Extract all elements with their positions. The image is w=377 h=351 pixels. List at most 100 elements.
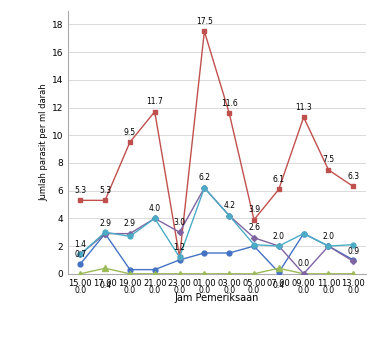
Text: 0.0: 0.0 [74,286,86,295]
Text: 6.1: 6.1 [273,175,285,184]
Subyek III [277,266,281,270]
Rata-rata [301,232,306,236]
Subyek III [351,272,356,276]
Text: 1.4: 1.4 [74,240,86,249]
Subyek II [351,184,356,188]
Subyek II [152,110,157,114]
Subyek I [152,267,157,272]
Rata-rata [78,252,83,257]
Subyek I [326,244,331,248]
Subyek I [78,262,83,266]
Text: 2.6: 2.6 [248,223,260,232]
Subyek IV [78,252,83,257]
Subyek II [301,115,306,119]
Subyek III [152,272,157,276]
Line: Subyek IV: Subyek IV [78,186,356,276]
Subyek I [103,232,107,236]
Subyek IV [301,272,306,276]
Subyek III [128,272,132,276]
Text: 4.0: 4.0 [149,204,161,213]
Subyek IV [128,232,132,236]
Subyek II [202,29,207,33]
Subyek IV [152,216,157,220]
Subyek IV [351,259,356,263]
Subyek II [128,140,132,144]
Text: 2.0: 2.0 [322,232,334,240]
Rata-rata [128,234,132,238]
Text: 0.9: 0.9 [347,247,359,256]
Subyek I [177,258,182,262]
Subyek III [78,272,83,276]
Text: 2.9: 2.9 [124,219,136,228]
Text: 1.2: 1.2 [174,243,185,252]
Text: 11.7: 11.7 [146,97,163,106]
Subyek II [177,255,182,259]
Line: Subyek I: Subyek I [78,231,356,275]
Subyek III [227,272,231,276]
Text: 0.0: 0.0 [297,259,310,268]
Subyek IV [177,230,182,234]
Subyek III [202,272,207,276]
Subyek I [301,232,306,236]
Subyek IV [202,186,207,190]
Text: 4.2: 4.2 [223,201,235,210]
Subyek IV [103,232,107,236]
Text: 0.4: 0.4 [273,281,285,290]
Text: 0.7: 0.7 [74,250,86,259]
Rata-rata [152,216,157,220]
Subyek I [277,270,281,274]
Text: 2.0: 2.0 [273,232,285,240]
Subyek I [128,267,132,272]
Rata-rata [252,243,256,247]
Subyek II [227,111,231,115]
Subyek III [177,272,182,276]
Subyek II [252,218,256,222]
Rata-rata [277,244,281,248]
Subyek IV [277,244,281,248]
Text: 11.6: 11.6 [221,99,238,107]
Text: 5.3: 5.3 [99,186,111,195]
Text: 17.5: 17.5 [196,17,213,26]
Text: 0.0: 0.0 [347,286,359,295]
Text: 0.0: 0.0 [297,286,310,295]
Subyek I [202,251,207,255]
Rata-rata [227,213,231,218]
Text: 0.0: 0.0 [198,286,210,295]
Subyek III [326,272,331,276]
Subyek II [277,187,281,191]
Text: 9.5: 9.5 [124,128,136,137]
Text: 2.9: 2.9 [99,219,111,228]
Text: 6.3: 6.3 [347,172,359,181]
Subyek III [301,272,306,276]
Rata-rata [177,255,182,259]
X-axis label: Jam Pemeriksaan: Jam Pemeriksaan [175,293,259,303]
Text: 0.0: 0.0 [124,286,136,295]
Subyek I [351,258,356,262]
Subyek II [78,198,83,203]
Subyek III [252,272,256,276]
Y-axis label: Jumlah parasit per ml darah: Jumlah parasit per ml darah [40,83,49,201]
Subyek I [252,244,256,248]
Rata-rata [351,243,356,247]
Text: 0.4: 0.4 [99,281,111,290]
Subyek II [326,168,331,172]
Subyek I [227,251,231,255]
Text: 0.0: 0.0 [322,286,334,295]
Subyek III [103,266,107,270]
Rata-rata [202,186,207,190]
Text: 6.2: 6.2 [198,173,210,182]
Line: Subyek II: Subyek II [78,29,356,260]
Line: Rata-rata: Rata-rata [78,185,356,260]
Subyek IV [252,236,256,240]
Text: 0.0: 0.0 [223,286,235,295]
Text: 5.3: 5.3 [74,186,86,195]
Subyek II [103,198,107,203]
Line: Subyek III: Subyek III [78,265,356,277]
Subyek IV [227,213,231,218]
Text: 3.0: 3.0 [173,218,185,227]
Subyek IV [326,244,331,248]
Text: 3.9: 3.9 [248,205,260,214]
Text: 7.5: 7.5 [322,155,334,164]
Text: 0.0: 0.0 [173,286,185,295]
Rata-rata [103,230,107,234]
